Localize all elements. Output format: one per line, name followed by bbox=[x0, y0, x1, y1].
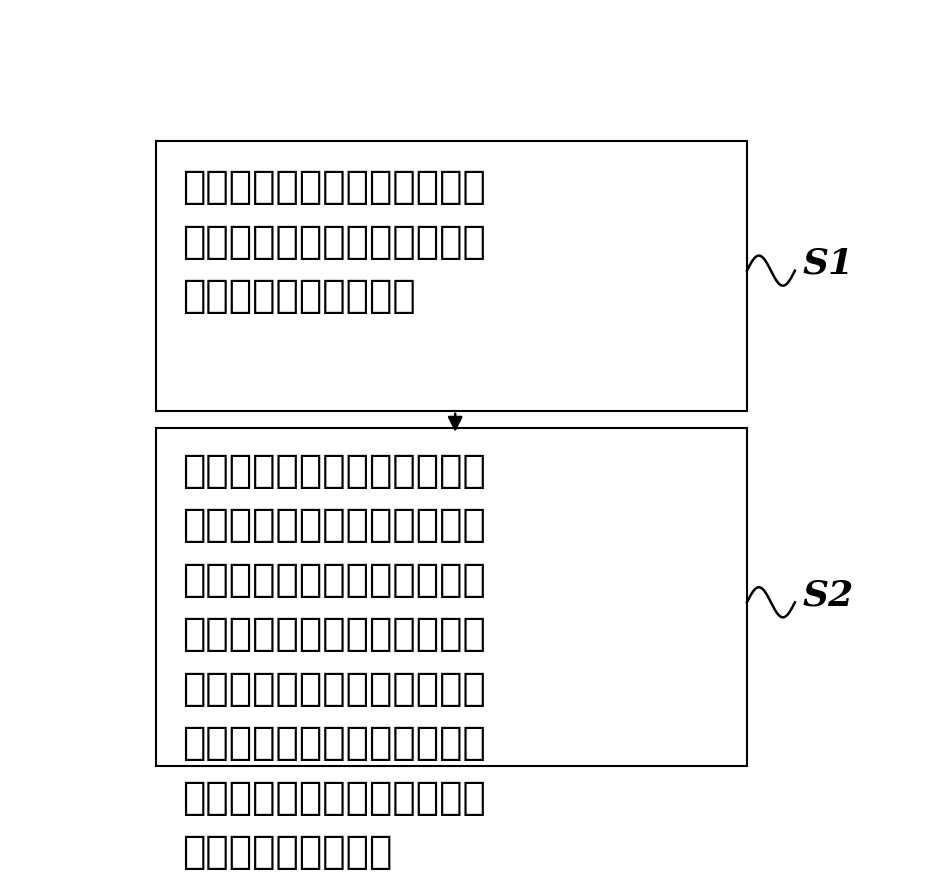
Bar bbox=[156, 428, 746, 766]
Text: S2: S2 bbox=[802, 578, 853, 613]
Bar bbox=[156, 141, 746, 411]
Text: 检测工艺腔室中发生起辉且匹
配器完成自动匹配后匹配器中
多个电容的稳定电容值: 检测工艺腔室中发生起辉且匹 配器完成自动匹配后匹配器中 多个电容的稳定电容值 bbox=[182, 168, 486, 315]
Text: S1: S1 bbox=[802, 247, 853, 281]
Text: 将匹配器中一个电容的电容值
调节为对应的起辉电容值，并
将其余多个电容的电容值调节
为对应的稳定电容值，电容的
起辉电容值小于电容的稳定电
容值；启动电源，并将: 将匹配器中一个电容的电容值 调节为对应的起辉电容值，并 将其余多个电容的电容值调… bbox=[182, 452, 486, 871]
